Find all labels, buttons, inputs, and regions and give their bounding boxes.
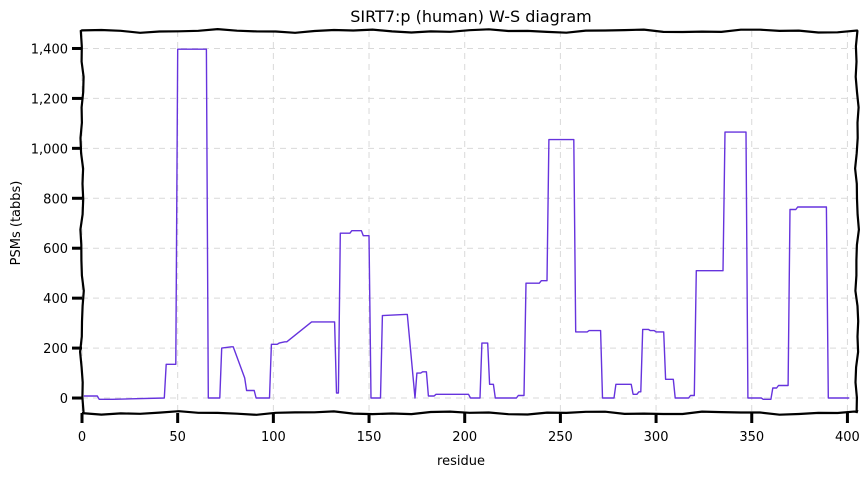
x-tick-label: 150 bbox=[357, 430, 382, 445]
y-tick-label: 0 bbox=[60, 392, 68, 407]
x-tick-label: 250 bbox=[548, 430, 573, 445]
y-tick-label: 200 bbox=[43, 342, 68, 357]
x-axis-label: residue bbox=[437, 454, 485, 469]
x-tick-label: 200 bbox=[452, 430, 477, 445]
x-tick-label: 100 bbox=[261, 430, 286, 445]
y-tick-label: 800 bbox=[43, 192, 68, 207]
y-tick-label: 1,000 bbox=[31, 142, 68, 157]
plot-frame bbox=[78, 27, 861, 416]
y-tick-label: 400 bbox=[43, 292, 68, 307]
chart-title: SIRT7:p (human) W-S diagram bbox=[350, 7, 592, 26]
y-axis-label: PSMs (tabbs) bbox=[9, 181, 24, 266]
x-tick-label: 300 bbox=[644, 430, 669, 445]
plot-area bbox=[83, 48, 850, 400]
x-tick-label: 0 bbox=[78, 430, 86, 445]
series-line bbox=[83, 48, 850, 400]
y-tick-label: 600 bbox=[43, 242, 68, 257]
x-tick-label: 400 bbox=[835, 430, 860, 445]
x-tick-label: 50 bbox=[169, 430, 186, 445]
grid bbox=[81, 31, 857, 413]
y-tick-label: 1,400 bbox=[31, 42, 68, 57]
y-tick-label: 1,200 bbox=[31, 92, 68, 107]
x-tick-label: 350 bbox=[739, 430, 764, 445]
axes: 0 50 100 150 200 250 300 350 400 0 200 400 600 800 1,0… bbox=[31, 42, 860, 445]
